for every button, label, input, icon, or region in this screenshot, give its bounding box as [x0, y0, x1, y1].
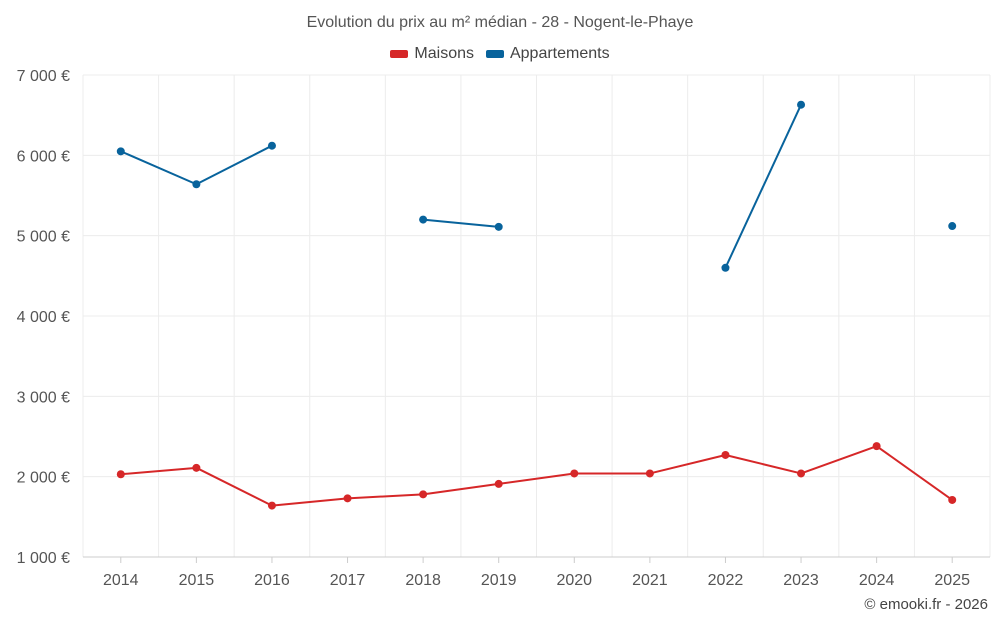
data-point-maisons-2019 — [494, 479, 503, 488]
y-tick-label: 7 000 € — [17, 68, 70, 85]
data-point-maisons-2021 — [645, 469, 654, 478]
x-tick-label: 2025 — [934, 572, 970, 589]
y-tick-label: 3 000 € — [17, 389, 70, 406]
legend-label-appartements: Appartements — [509, 45, 610, 62]
y-tick-label: 6 000 € — [17, 148, 70, 165]
series-line-appartements — [120, 144, 273, 186]
legend-item-appartements[interactable]: Appartements — [485, 45, 610, 63]
data-point-maisons-2025 — [948, 495, 957, 504]
x-tick-label: 2016 — [254, 572, 290, 589]
data-point-appartements-2019 — [494, 222, 503, 231]
data-point-maisons-2014 — [116, 470, 125, 479]
data-point-maisons-2022 — [721, 450, 730, 459]
data-point-maisons-2023 — [797, 469, 806, 478]
legend: Maisons Appartements — [0, 45, 1000, 63]
x-tick-label: 2017 — [330, 572, 366, 589]
x-tick-label: 2024 — [859, 572, 895, 589]
y-tick-label: 1 000 € — [17, 550, 70, 567]
legend-item-maisons[interactable]: Maisons — [390, 45, 474, 63]
data-point-appartements-2016 — [267, 141, 276, 150]
data-point-maisons-2020 — [570, 469, 579, 478]
data-point-appartements-2015 — [192, 180, 201, 189]
data-point-maisons-2016 — [267, 501, 276, 510]
data-point-maisons-2018 — [419, 490, 428, 499]
legend-swatch-maisons — [390, 50, 409, 58]
y-tick-label: 4 000 € — [17, 309, 70, 326]
x-tick-label: 2020 — [556, 572, 592, 589]
legend-label-maisons: Maisons — [414, 45, 474, 62]
data-point-maisons-2017 — [343, 494, 352, 503]
x-tick-label: 2022 — [708, 572, 744, 589]
chart-title: Evolution du prix au m² médian - 28 - No… — [306, 14, 694, 31]
data-point-maisons-2024 — [872, 442, 881, 451]
data-point-appartements-2025 — [948, 222, 957, 231]
x-tick-label: 2018 — [405, 572, 441, 589]
x-tick-label: 2023 — [783, 572, 819, 589]
y-tick-label: 5 000 € — [17, 229, 70, 246]
legend-swatch-appartements — [485, 50, 504, 58]
series-line-appartements — [423, 218, 499, 228]
data-point-appartements-2023 — [797, 100, 806, 109]
x-tick-label: 2019 — [481, 572, 517, 589]
x-tick-label: 2014 — [103, 572, 139, 589]
x-tick-label: 2021 — [632, 572, 668, 589]
x-tick-label: 2015 — [179, 572, 215, 589]
data-point-maisons-2015 — [192, 463, 201, 472]
series-line-maisons — [120, 445, 953, 507]
series-line-appartements — [724, 104, 802, 269]
data-point-appartements-2018 — [419, 215, 428, 224]
data-point-appartements-2014 — [116, 147, 125, 156]
credit-text: © emooki.fr - 2026 — [864, 596, 988, 613]
data-point-appartements-2022 — [721, 263, 730, 272]
y-tick-label: 2 000 € — [17, 470, 70, 487]
